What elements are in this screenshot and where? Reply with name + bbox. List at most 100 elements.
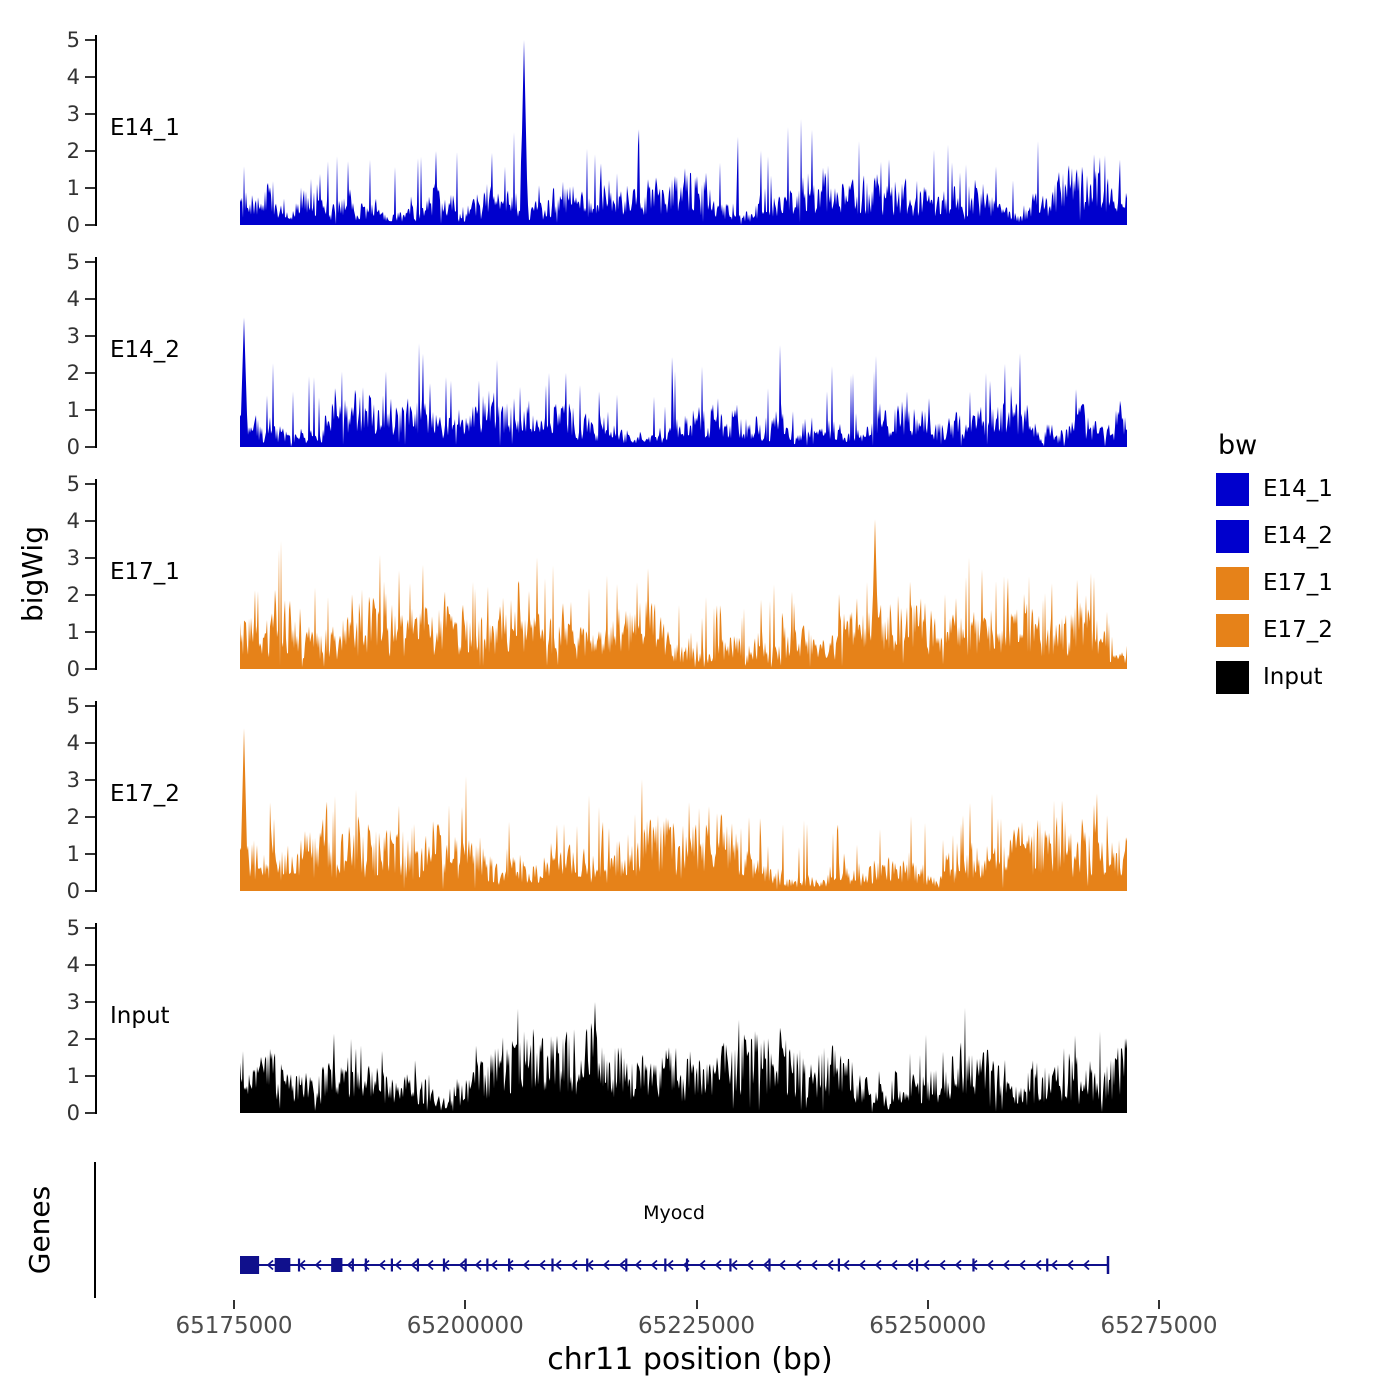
- y-tick-mark: [85, 1112, 95, 1114]
- track-row-E17_1: 5 4 3 2 1 0 E17_1: [54, 472, 1144, 681]
- y-tick-mark: [85, 113, 95, 115]
- y-tick-mark: [85, 150, 95, 152]
- x-tick-mark: [1158, 1300, 1160, 1309]
- x-tick-label: 65275000: [1100, 1313, 1218, 1339]
- y-tick-label: 4: [66, 509, 80, 533]
- y-tick-mark: [85, 483, 95, 485]
- y-tick-label: 4: [66, 287, 80, 311]
- y-tick-label: 1: [66, 176, 80, 200]
- y-tick-label: 2: [66, 1027, 80, 1051]
- track-row-E14_1: 5 4 3 2 1 0 E14_1: [54, 28, 1144, 237]
- y-tick-mark: [85, 261, 95, 263]
- x-tick-label: 65175000: [175, 1313, 293, 1339]
- y-tick-mark: [85, 446, 95, 448]
- track-label: E14_1: [110, 115, 180, 141]
- legend-item-E17_2: E17_2: [1216, 613, 1333, 647]
- y-tick-label: 1: [66, 1064, 80, 1088]
- legend-swatch-icon: [1216, 613, 1249, 647]
- signal-area-Input: [240, 1002, 1127, 1113]
- signal-area-E14_2: [240, 317, 1127, 447]
- y-axis-line: [95, 35, 97, 226]
- y-tick-label: 0: [66, 657, 80, 681]
- y-tick-label: 5: [66, 250, 80, 274]
- y-tick-label: 2: [66, 139, 80, 163]
- x-tick-mark: [695, 1300, 698, 1309]
- y-tick-mark: [85, 372, 95, 374]
- y-tick-mark: [85, 631, 95, 633]
- legend-swatch-icon: [1216, 472, 1249, 506]
- y-tick-mark: [85, 224, 95, 226]
- y-tick-mark: [85, 409, 95, 411]
- y-tick-mark: [85, 742, 95, 744]
- y-tick-mark: [85, 187, 95, 189]
- y-axis-line: [95, 257, 97, 448]
- y-tick-mark: [85, 1075, 95, 1077]
- legend-title: bw: [1218, 430, 1258, 461]
- legend-item-E17_1: E17_1: [1216, 566, 1333, 600]
- y-tick-mark: [85, 890, 95, 892]
- track-label: Input: [110, 1003, 170, 1029]
- y-tick-label: 5: [66, 28, 80, 52]
- y-tick-label: 4: [66, 65, 80, 89]
- track-label: E14_2: [110, 337, 180, 363]
- y-tick-label: 4: [66, 953, 80, 977]
- x-tick-label: 65250000: [869, 1313, 987, 1339]
- y-tick-label: 4: [66, 731, 80, 755]
- track-row-E17_2: 5 4 3 2 1 0 E17_2: [54, 694, 1144, 903]
- y-tick-label: 0: [66, 213, 80, 237]
- legend-item-E14_2: E14_2: [1216, 519, 1333, 553]
- y-tick-label: 2: [66, 361, 80, 385]
- y-tick-label: 1: [66, 398, 80, 422]
- y-tick-mark: [85, 76, 95, 78]
- track-row-E14_2: 5 4 3 2 1 0 E14_2: [54, 250, 1144, 459]
- legend-item-label: E17_2: [1263, 617, 1333, 643]
- y-tick-label: 3: [66, 324, 80, 348]
- legend-item-label: E17_1: [1263, 570, 1333, 596]
- y-tick-mark: [85, 1038, 95, 1040]
- x-tick-mark: [926, 1300, 929, 1309]
- y-tick-label: 3: [66, 102, 80, 126]
- y-axis-line: [95, 479, 97, 670]
- y-tick-mark: [85, 298, 95, 300]
- x-axis-title: chr11 position (bp): [547, 1342, 833, 1377]
- y-tick-mark: [85, 520, 95, 522]
- y-tick-mark: [85, 39, 95, 41]
- signal-area-E17_1: [240, 519, 1127, 669]
- legend-swatch-icon: [1216, 660, 1249, 694]
- y-tick-label: 0: [66, 435, 80, 459]
- y-tick-label: 5: [66, 694, 80, 718]
- y-tick-label: 3: [66, 546, 80, 570]
- y-tick-label: 2: [66, 583, 80, 607]
- y-axis-title-bigwig: bigWig: [16, 526, 49, 622]
- signal-area-E14_1: [240, 40, 1127, 225]
- y-tick-label: 3: [66, 990, 80, 1014]
- y-axis-line: [95, 701, 97, 892]
- signal-area-E17_2: [240, 728, 1127, 891]
- gene-name-label: Myocd: [643, 1202, 705, 1224]
- y-tick-mark: [85, 964, 95, 966]
- track-label: E17_2: [110, 781, 180, 807]
- x-tick-mark: [464, 1300, 467, 1309]
- y-tick-mark: [85, 705, 95, 707]
- y-tick-mark: [85, 779, 95, 781]
- y-tick-mark: [85, 1001, 95, 1003]
- y-tick-label: 3: [66, 768, 80, 792]
- genes-axis-line: [94, 1162, 96, 1298]
- legend-item-E14_1: E14_1: [1216, 472, 1333, 506]
- y-tick-mark: [85, 335, 95, 337]
- y-tick-label: 0: [66, 1101, 80, 1125]
- x-tick-label: 65200000: [406, 1313, 524, 1339]
- legend-swatch-icon: [1216, 519, 1249, 553]
- y-tick-mark: [85, 816, 95, 818]
- y-tick-mark: [85, 668, 95, 670]
- gene-model: [240, 1256, 1110, 1274]
- y-axis-line: [95, 923, 97, 1114]
- y-tick-mark: [85, 853, 95, 855]
- legend-item-label: Input: [1263, 664, 1323, 690]
- legend-item-Input: Input: [1216, 660, 1323, 694]
- y-tick-label: 1: [66, 842, 80, 866]
- track-label: E17_1: [110, 559, 180, 585]
- y-tick-mark: [85, 594, 95, 596]
- legend-item-label: E14_1: [1263, 476, 1333, 502]
